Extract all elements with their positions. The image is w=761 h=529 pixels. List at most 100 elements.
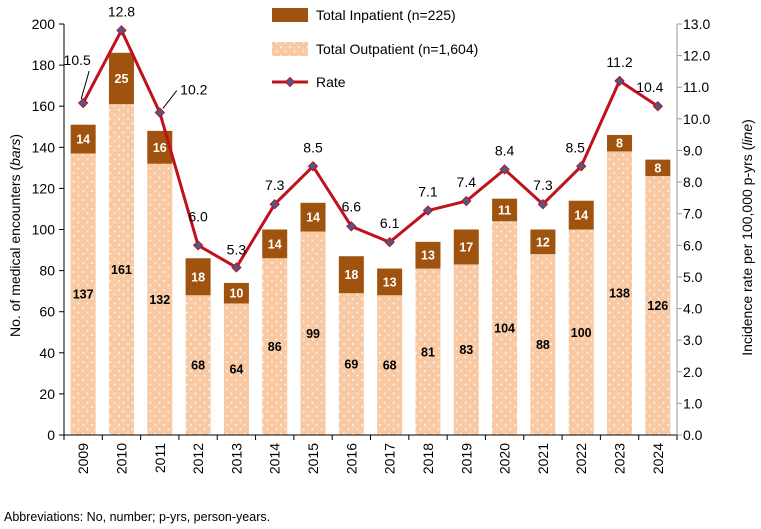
inpatient-value-label: 25 <box>115 72 129 86</box>
axes-layer: 0 20 40 60 80 100 120 140 160 180 200 0.0 1.0 2.0 3.0 4… <box>7 16 755 474</box>
outpatient-bar <box>262 258 288 435</box>
right-axis-tick-label: 11.0 <box>683 79 709 95</box>
inpatient-bar <box>492 198 518 222</box>
outpatient-value-label: 99 <box>306 327 320 341</box>
x-axis-tick-label: 2014 <box>267 443 283 474</box>
outpatient-value-label: 126 <box>647 299 668 313</box>
outpatient-bar <box>607 151 633 435</box>
left-axis-tick-label: 100 <box>32 222 56 238</box>
rate-value-label: 7.4 <box>457 174 477 190</box>
rate-value-label: 7.1 <box>418 184 438 200</box>
right-axis-tick-label: 13.0 <box>683 16 710 32</box>
left-axis-tick-label: 200 <box>32 16 56 32</box>
outpatient-value-label: 132 <box>149 293 170 307</box>
outpatient-value-label: 104 <box>494 322 515 336</box>
encounters-chart: 14 137 25 161 16 132 18 68 10 64 14 86 14 99 18 69 13 68 1… <box>7 3 755 474</box>
right-axis-tick-label: 1.0 <box>683 395 703 411</box>
inpatient-bar <box>453 229 479 265</box>
outpatient-bar <box>377 295 403 435</box>
legend-swatch-rate-marker <box>284 76 296 88</box>
rate-line-layer: 10.5 12.8 10.2 6.0 5.3 7.3 8.5 6.6 6.1 7.1 7.4 8.4 7… <box>64 3 664 273</box>
left-axis-tick-label: 180 <box>32 57 56 73</box>
inpatient-value-label: 14 <box>306 211 320 225</box>
rate-marker <box>614 75 625 87</box>
legend-label-inpatient: Total Inpatient (n=225) <box>316 7 456 23</box>
inpatient-value-label: 12 <box>536 235 550 249</box>
inpatient-bar <box>338 256 364 294</box>
right-axis-tick-label: 7.0 <box>683 206 703 222</box>
x-axis-tick-label: 2019 <box>458 443 474 474</box>
rate-marker <box>231 262 242 273</box>
bars-layer: 14 137 25 161 16 132 18 68 10 64 14 86 14 99 18 69 13 68 1… <box>70 52 671 436</box>
outpatient-bar <box>415 268 441 435</box>
left-axis-tick-label: 60 <box>39 304 55 320</box>
left-axis-tick-label: 120 <box>32 180 56 196</box>
x-axis-tick-label: 2023 <box>612 443 628 474</box>
x-axis-tick-label: 2009 <box>75 443 91 474</box>
x-axis-tick-label: 2024 <box>650 443 666 474</box>
outpatient-value-label: 68 <box>191 359 205 373</box>
outpatient-bar <box>70 153 96 435</box>
rate-marker <box>461 195 472 207</box>
legend-label-outpatient: Total Outpatient (n=1,604) <box>316 41 478 57</box>
rate-marker <box>346 221 357 232</box>
rate-value-label: 7.3 <box>533 177 553 193</box>
rate-value-label: 10.4 <box>636 79 663 95</box>
inpatient-value-label: 14 <box>574 209 588 223</box>
y-axis-title-italic: bars <box>7 139 23 166</box>
left-axis-tick-label: 40 <box>39 345 55 361</box>
rate-value-label: 5.3 <box>227 241 247 257</box>
outpatient-bar <box>185 295 211 435</box>
inpatient-bar <box>568 200 594 230</box>
outpatient-value-label: 138 <box>609 287 630 301</box>
x-axis-tick-label: 2018 <box>420 443 436 474</box>
rate-marker <box>576 161 587 172</box>
inpatient-bar <box>223 282 249 304</box>
rate-marker <box>537 199 549 210</box>
x-axis-tick-label: 2015 <box>305 443 321 474</box>
rate-label-leader <box>80 70 90 100</box>
rate-value-label: 10.2 <box>180 82 207 98</box>
rate-value-label: 6.0 <box>188 208 208 224</box>
rate-marker <box>116 25 127 36</box>
outpatient-bar <box>453 264 479 435</box>
left-axis-tick-label: 0 <box>47 427 55 443</box>
inpatient-value-label: 18 <box>191 270 205 284</box>
inpatient-bar <box>70 124 96 154</box>
rate-value-label: 8.5 <box>303 139 323 155</box>
y2-axis-title: Incidence rate per 100,000 p-yrs (line) <box>739 119 755 356</box>
inpatient-value-label: 17 <box>459 240 473 254</box>
rate-value-label: 8.4 <box>495 142 515 158</box>
x-axis-tick-label: 2022 <box>573 443 589 474</box>
x-axis-tick-label: 2011 <box>152 443 168 473</box>
y2-axis-title-italic: line <box>739 124 755 146</box>
inpatient-bar <box>377 268 403 296</box>
inpatient-value-label: 14 <box>268 237 282 251</box>
y2-axis-title-main: Incidence rate per 100,000 p-yrs ( <box>739 145 755 355</box>
right-axis-tick-label: 4.0 <box>683 301 703 317</box>
outpatient-value-label: 88 <box>536 338 550 352</box>
inpatient-value-label: 8 <box>654 161 661 175</box>
rate-marker <box>77 97 89 109</box>
rate-value-label: 11.2 <box>606 54 632 70</box>
rate-value-label: 6.1 <box>380 215 400 231</box>
footnote: Abbreviations: No, number; p-yrs, person… <box>4 510 271 524</box>
outpatient-value-label: 100 <box>571 326 592 340</box>
inpatient-bar <box>262 229 288 259</box>
inpatient-value-label: 14 <box>76 133 90 147</box>
x-axis-tick-label: 2017 <box>382 443 398 474</box>
left-axis-tick-label: 20 <box>39 386 55 402</box>
inpatient-bar <box>645 159 671 177</box>
x-axis-tick-label: 2016 <box>343 443 359 474</box>
x-axis-tick-label: 2020 <box>497 443 513 474</box>
rate-value-label: 6.6 <box>342 198 362 214</box>
legend-swatch-inpatient <box>272 8 308 22</box>
outpatient-value-label: 83 <box>459 343 473 357</box>
right-axis-tick-label: 9.0 <box>683 142 703 158</box>
inpatient-value-label: 18 <box>344 268 358 282</box>
inpatient-value-label: 13 <box>421 249 435 263</box>
rate-marker <box>192 240 204 251</box>
x-axis-tick-label: 2012 <box>190 443 206 474</box>
right-axis-tick-label: 10.0 <box>683 111 710 127</box>
rate-marker <box>307 161 319 172</box>
